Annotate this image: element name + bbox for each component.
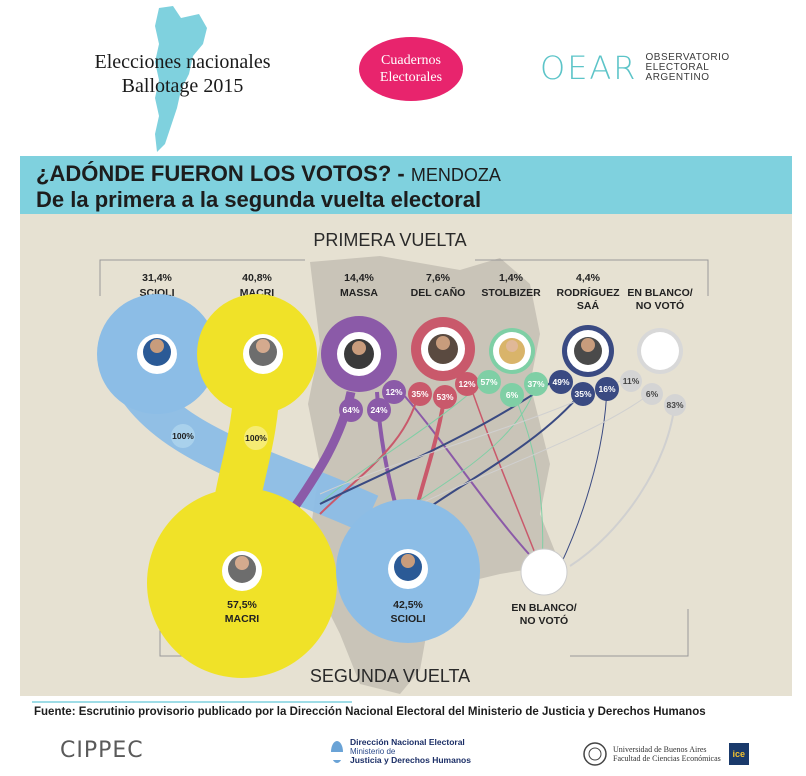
- argentina-map-icon: [155, 6, 207, 152]
- blank-to-scioli-pct: 6%: [646, 389, 659, 399]
- saa-name2: SAÁ: [577, 299, 600, 312]
- flow-blank-to-scioli: [419, 391, 653, 505]
- report-title: Elecciones nacionales Ballotage 2015: [60, 50, 305, 98]
- macri-to-macri-pct: 100%: [245, 433, 267, 443]
- massa-to-macri-pct: 64%: [342, 405, 359, 415]
- delcano-pct: 7,6%: [426, 272, 451, 284]
- massa-pct: 14,4%: [344, 272, 374, 284]
- saa-to-scioli-pct: 35%: [574, 389, 591, 399]
- banner-question: ¿ADÓNDE FUERON LOS VOTOS? - MENDOZA: [36, 161, 501, 187]
- blank-second-circle: [520, 548, 568, 596]
- scioli-pct: 31,4%: [142, 272, 172, 284]
- report-title-line1: Elecciones nacionales: [94, 51, 271, 73]
- stolbizer-pct: 1,4%: [499, 272, 524, 284]
- blank-name1: EN BLANCO/: [627, 287, 692, 299]
- delcano-to-blank-pct: 12%: [458, 379, 475, 389]
- massa-to-scioli-pct: 24%: [370, 405, 387, 415]
- flow-saa-to-scioli: [419, 391, 583, 515]
- dne-shield-icon: [331, 740, 343, 763]
- scioli-second-pct: 42,5%: [393, 599, 423, 611]
- banner-subtitle: De la primera a la segunda vuelta electo…: [36, 187, 482, 212]
- blank-first-inner: [641, 332, 679, 370]
- first-round-label: PRIMERA VUELTA: [313, 230, 466, 250]
- scioli-second-name: SCIOLI: [390, 613, 425, 625]
- flow-delcano-to-blank: [466, 375, 541, 567]
- cuadernos-badge: Cuadernos Electorales: [359, 37, 463, 101]
- ice-logo: ice: [728, 743, 749, 765]
- flow-blank-to-blank: [569, 399, 676, 567]
- badge-line2: Electorales: [379, 70, 443, 85]
- dne-line3: Justicia y Derechos Humanos: [350, 755, 471, 765]
- flow-diagram-panel: PRIMERA VUELTA SEGUNDA VUELTA 31,4% SCIO…: [20, 214, 792, 696]
- uba-seal-icon: [583, 742, 607, 766]
- massa-name: MASSA: [340, 287, 378, 299]
- flow-diagram: PRIMERA VUELTA SEGUNDA VUELTA 31,4% SCIO…: [97, 230, 709, 694]
- flow-massa-to-blank: [393, 383, 541, 567]
- dne-logo: Dirección Nacional Electoral Ministerio …: [330, 738, 471, 765]
- uba-line1: Universidad de Buenos Aires: [613, 745, 707, 754]
- delcano-to-scioli-pct: 53%: [436, 392, 453, 402]
- uba-line2: Facultad de Ciencias Económicas: [613, 754, 721, 763]
- badge-line1: Cuadernos: [381, 53, 441, 68]
- blank-name2: NO VOTÓ: [636, 299, 684, 312]
- transfer-bubbles: 100% 100% 64% 24% 12% 35% 53% 12% 57% 6%…: [171, 370, 686, 450]
- flow-delcano-to-macri: [319, 385, 421, 515]
- saa-name1: RODRÍGUEZ: [557, 286, 621, 299]
- oear-line2: ELECTORAL: [645, 62, 710, 73]
- oear-line1: OBSERVATORIO: [645, 52, 730, 63]
- dne-line1: Dirección Nacional Electoral: [350, 737, 465, 747]
- cippec-logo-text: CIPPEC: [60, 738, 144, 763]
- stolbizer-to-scioli-pct: 37%: [527, 379, 544, 389]
- blank-to-macri-pct: 11%: [623, 376, 640, 386]
- banner-question-text: ¿ADÓNDE FUERON LOS VOTOS? -: [36, 161, 405, 186]
- first-round-bracket: [99, 259, 709, 296]
- second-round-labels: 57,5% MACRI 42,5% SCIOLI EN BLANCO/ NO V…: [225, 599, 577, 627]
- saa-to-blank-pct: 16%: [598, 384, 615, 394]
- blank-to-blank-pct: 83%: [666, 400, 683, 410]
- dne-logo-text: Dirección Nacional Electoral Ministerio …: [350, 738, 471, 765]
- flow-saa-to-blank: [559, 385, 608, 567]
- macri-pct: 40,8%: [242, 272, 272, 284]
- oear-logo-mark: OEAR: [540, 49, 638, 87]
- stolbizer-to-blank-pct: 6%: [506, 390, 519, 400]
- source-note: Fuente: Escrutinio provisorio publicado …: [34, 706, 706, 718]
- report-title-line2: Ballotage 2015: [121, 75, 244, 97]
- macri-second-pct: 57,5%: [227, 599, 257, 611]
- stolbizer-to-macri-pct: 57%: [480, 377, 497, 387]
- delcano-to-macri-pct: 35%: [411, 389, 428, 399]
- saa-to-macri-pct: 49%: [552, 377, 569, 387]
- stolbizer-name: STOLBIZER: [481, 287, 541, 299]
- oear-logo: OEAR OBSERVATORIO ELECTORAL ARGENTINO: [540, 48, 730, 88]
- delcano-name: DEL CAÑO: [411, 286, 466, 299]
- scioli-to-scioli-pct: 100%: [172, 431, 194, 441]
- flow-saa-to-macri: [319, 375, 561, 505]
- massa-to-blank-pct: 12%: [385, 387, 402, 397]
- cippec-logo: CIPPEC: [60, 738, 144, 763]
- blank-second-name2: NO VOTÓ: [520, 614, 568, 627]
- title-banner: ¿ADÓNDE FUERON LOS VOTOS? - MENDOZA De l…: [20, 156, 792, 214]
- uba-logo-text: Universidad de Buenos Aires Facultad de …: [613, 745, 721, 763]
- banner-province: MENDOZA: [410, 165, 501, 185]
- dne-line2: Ministerio de: [350, 747, 396, 756]
- macri-second-name: MACRI: [225, 613, 259, 625]
- uba-logo: Universidad de Buenos Aires Facultad de …: [583, 742, 749, 766]
- oear-logo-text: OBSERVATORIO ELECTORAL ARGENTINO: [646, 53, 730, 83]
- blank-second-name1: EN BLANCO/: [511, 602, 576, 614]
- second-round-label: SEGUNDA VUELTA: [310, 666, 470, 686]
- saa-pct: 4,4%: [576, 272, 601, 284]
- oear-line3: ARGENTINO: [645, 72, 710, 83]
- source-divider: [32, 701, 352, 703]
